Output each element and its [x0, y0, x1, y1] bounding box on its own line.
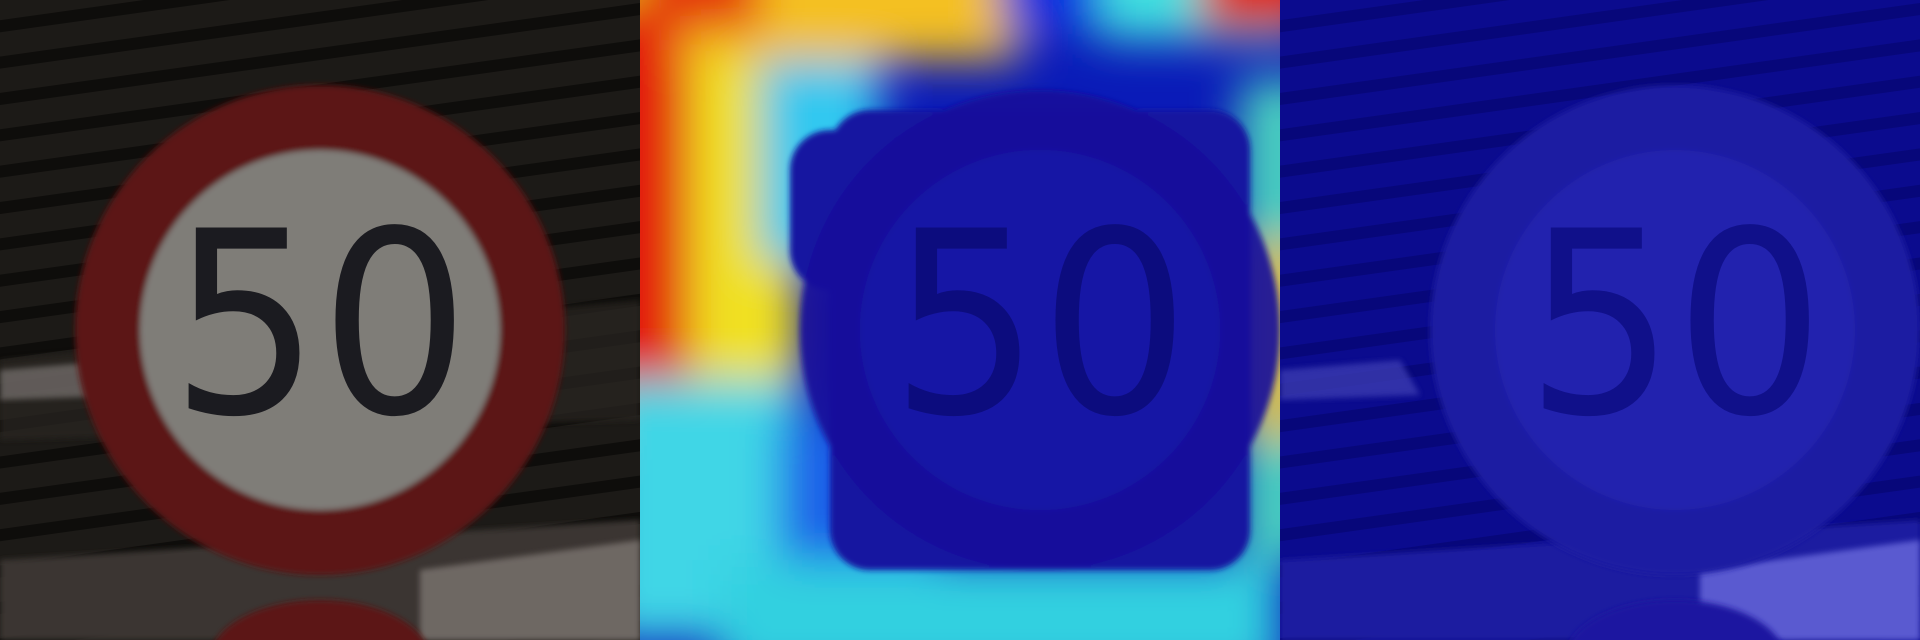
- sign-number-text: 50: [1525, 177, 1824, 473]
- sign-number-text: 50: [170, 177, 469, 473]
- heatmap-overlay-image: 50: [640, 0, 1280, 640]
- heatmap-overlay-panel: 50: [640, 0, 1280, 640]
- sign-number-text: 50: [890, 177, 1189, 473]
- mask-overlay-panel: 50: [1280, 0, 1920, 640]
- mask-overlay-image: 50: [1280, 0, 1920, 640]
- original-image-panel: 50: [0, 0, 640, 640]
- original-image: 50: [0, 0, 640, 640]
